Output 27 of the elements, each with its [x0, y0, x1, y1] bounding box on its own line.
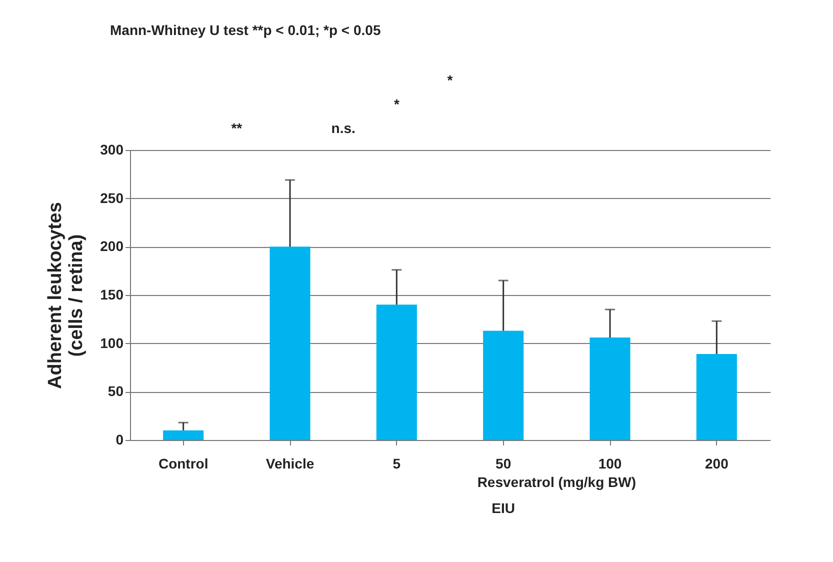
x-tick-label: 5: [392, 456, 401, 472]
y-tick-label: 150: [100, 286, 124, 302]
y-tick-label: 100: [100, 334, 124, 351]
bar: [696, 354, 737, 440]
text: **: [231, 120, 243, 136]
text: *: [447, 72, 454, 88]
chart-title: Mann-Whitney U test **p < 0.01; *p < 0.05: [110, 22, 381, 38]
x-tick-label: Vehicle: [266, 456, 314, 472]
x-tick-label: 100: [598, 456, 622, 472]
x-tick-label: Control: [158, 456, 208, 472]
bar: [163, 430, 204, 440]
bar: [270, 246, 310, 440]
text: Resveratrol (mg/kg BW): [477, 474, 636, 490]
bar: [376, 304, 417, 440]
text: *: [394, 96, 400, 112]
text: n.s.: [331, 120, 356, 136]
y-tick-label: 250: [100, 190, 124, 206]
y-tick-label: 50: [108, 383, 124, 400]
x-tick-label: 200: [704, 456, 729, 472]
x-tick-label: 50: [496, 456, 512, 472]
text: EIU: [492, 500, 516, 516]
bar: [483, 330, 524, 440]
bar: [590, 338, 630, 440]
y-tick-label: 200: [100, 238, 124, 254]
y-tick-label: 0: [116, 432, 124, 448]
y-axis-title: Adherent leukocytes (cells / retina): [45, 202, 88, 389]
y-tick-label: 300: [100, 142, 124, 158]
